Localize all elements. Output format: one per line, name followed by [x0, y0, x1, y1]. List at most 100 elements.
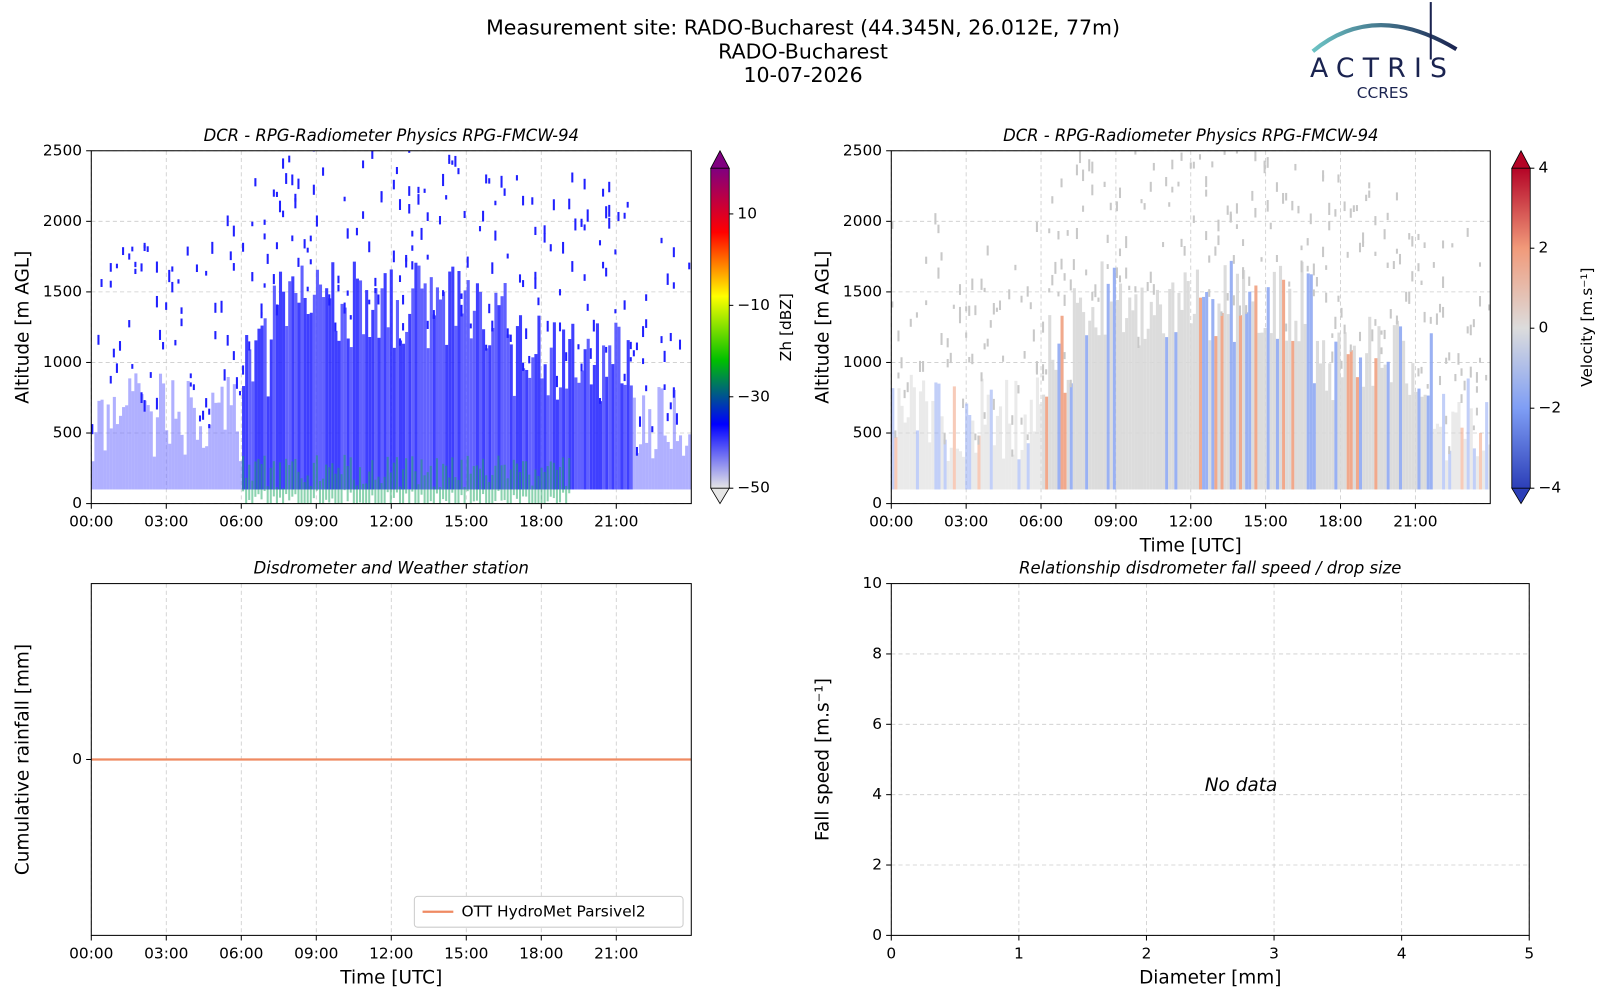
- radar-echo: [1334, 341, 1338, 490]
- radar-echo: [968, 356, 971, 363]
- radar-echo: [457, 480, 460, 504]
- radar-echo: [543, 225, 546, 235]
- radar-echo: [968, 305, 971, 316]
- radar-echo: [1478, 262, 1482, 267]
- radar-echo: [482, 458, 485, 495]
- radar-echo: [623, 212, 626, 219]
- radar-echo: [1263, 161, 1266, 174]
- radar-echo: [688, 434, 692, 490]
- radar-echo: [1423, 394, 1427, 490]
- radar-echo: [303, 297, 307, 490]
- radar-echo: [435, 287, 439, 490]
- radar-echo: [946, 461, 950, 490]
- radar-echo: [275, 304, 278, 316]
- radar-echo: [469, 323, 472, 329]
- radar-echo: [1192, 313, 1196, 490]
- radar-echo: [306, 314, 310, 490]
- radar-echo: [288, 465, 291, 501]
- radar-echo: [500, 175, 503, 188]
- radar-echo: [309, 235, 312, 242]
- radar-echo: [478, 291, 483, 490]
- radar-echo: [1242, 267, 1245, 279]
- radar-echo: [491, 327, 495, 490]
- radar-echo: [1266, 157, 1269, 168]
- radar-echo: [482, 329, 486, 490]
- radar-echo: [303, 239, 306, 249]
- radar-echo-layer: [891, 89, 1491, 490]
- radar-echo: [651, 426, 654, 433]
- radar-echo: [368, 299, 371, 305]
- logo-sub: CCRES: [1357, 84, 1409, 102]
- radar-echo: [962, 456, 966, 490]
- radar-echo: [632, 397, 636, 490]
- radar-echo: [1248, 276, 1251, 286]
- radar-echo: [509, 334, 512, 342]
- radar-echo: [380, 288, 384, 490]
- radar-echo: [623, 384, 627, 490]
- radar-echo: [992, 302, 995, 315]
- radar-echo: [248, 341, 251, 351]
- radar-echo: [478, 468, 482, 504]
- radar-echo: [568, 198, 571, 210]
- radar-echo: [171, 281, 174, 293]
- radar-echo: [1362, 232, 1365, 243]
- radar-echo: [1282, 192, 1285, 204]
- radar-echo: [365, 483, 368, 504]
- radar-echo: [118, 415, 123, 490]
- radar-echo: [1368, 316, 1372, 490]
- radar-echo: [423, 283, 427, 490]
- radar-echo: [1134, 294, 1138, 490]
- radar-echo: [405, 331, 409, 490]
- radar-echo: [1205, 231, 1208, 241]
- radar-echo: [497, 305, 501, 490]
- radar-echo: [1214, 246, 1217, 256]
- radar-echo: [1032, 431, 1036, 490]
- radar-echo: [605, 267, 608, 277]
- radar-echo: [423, 475, 426, 504]
- y-tick-label: 2000: [843, 212, 882, 230]
- colorbar-tick-label: −30: [737, 387, 769, 405]
- radar-echo: [260, 303, 263, 316]
- radar-echo: [485, 475, 488, 504]
- radar-echo: [429, 277, 433, 490]
- radar-echo: [226, 376, 230, 490]
- radar-echo: [552, 199, 555, 211]
- radar-echo: [940, 416, 944, 490]
- radar-echo: [275, 304, 279, 490]
- radar-echo: [558, 467, 562, 503]
- radar-echo: [318, 284, 323, 490]
- radar-echo: [1057, 291, 1060, 297]
- radar-echo: [1260, 257, 1263, 262]
- radar-echo: [1057, 230, 1060, 240]
- axes-title: DCR - RPG-Radiometer Physics RPG-FMCW-94: [1003, 126, 1378, 145]
- radar-echo: [466, 455, 469, 492]
- radar-echo: [518, 315, 523, 490]
- radar-echo: [1103, 334, 1107, 490]
- radar-echo: [1460, 394, 1463, 403]
- radar-echo: [402, 323, 405, 331]
- radar-echo: [1232, 295, 1235, 306]
- colorbar: [1511, 168, 1531, 489]
- radar-echo: [1435, 423, 1439, 490]
- radar-echo: [1383, 329, 1386, 340]
- radar-echo: [1054, 369, 1058, 490]
- radar-echo: [549, 244, 552, 252]
- radar-echo: [986, 394, 990, 490]
- radar-echo: [238, 391, 242, 396]
- radar-echo: [1230, 89, 1232, 96]
- radar-echo: [192, 384, 195, 391]
- radar-echo: [1371, 329, 1374, 342]
- radar-echo: [463, 487, 466, 504]
- radar-echo: [1100, 261, 1104, 490]
- radar-echo: [897, 330, 900, 342]
- radar-echo: [220, 386, 224, 490]
- colorbar-extend: [1511, 487, 1531, 505]
- radar-echo: [1291, 340, 1295, 490]
- radar-echo: [346, 465, 349, 502]
- radar-echo: [1325, 390, 1329, 490]
- radar-echo: [608, 181, 611, 193]
- x-tick-label: 00:00: [69, 944, 113, 962]
- radar-echo: [608, 204, 611, 217]
- radar-echo: [1146, 328, 1150, 490]
- radar-echo: [980, 372, 983, 382]
